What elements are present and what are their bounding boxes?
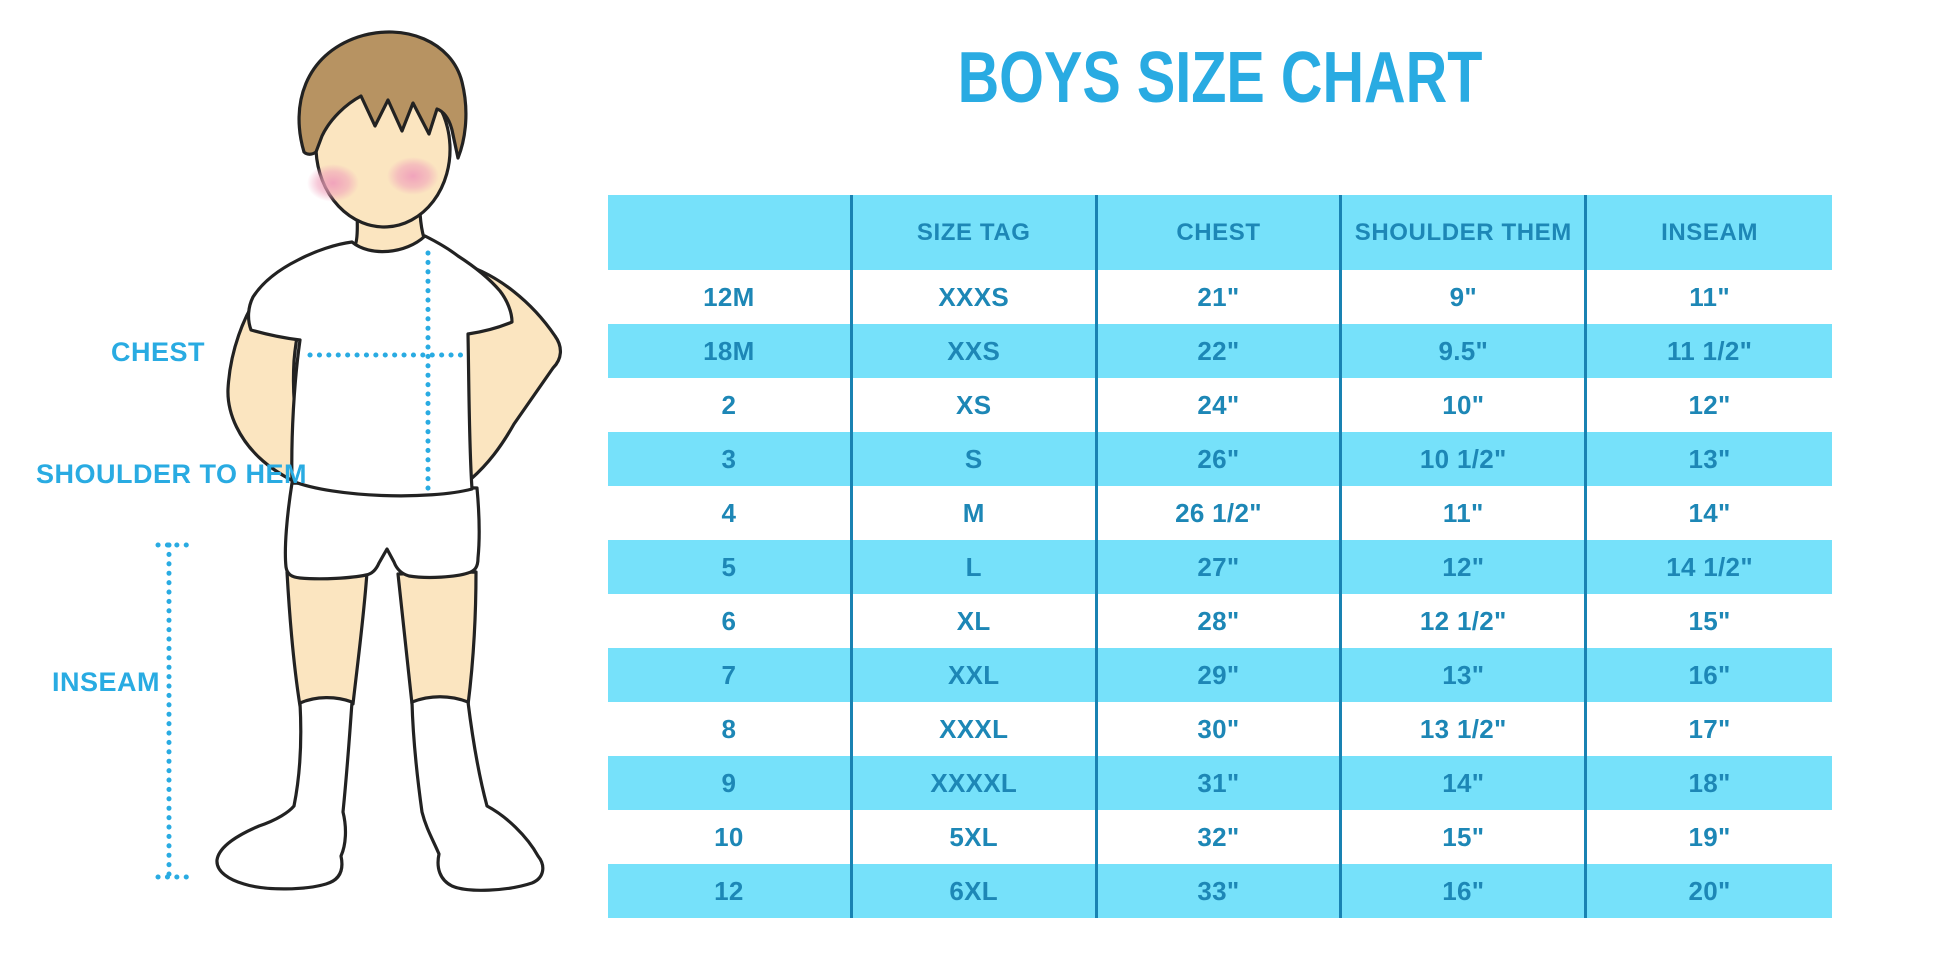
age-size-cell: 4	[608, 486, 853, 540]
measurement-cell: 20"	[1688, 875, 1731, 906]
measurement-cell: 13"	[1688, 443, 1731, 474]
measurement-cell: 26 1/2"	[1098, 486, 1343, 540]
measurement-cell: 14"	[1688, 497, 1731, 528]
measurement-cell: 15"	[1688, 605, 1731, 636]
table-body: 12M XXXS 21" 9" 11" 18M XXS 22" 9.5" 11 1/2" 2 XS 24…	[608, 270, 1832, 918]
measurement-cell: 18"	[1688, 767, 1731, 798]
table-row: 9 XXXXL 31" 14" 18"	[608, 756, 1832, 810]
header-cell-chest: CHEST	[1098, 195, 1343, 270]
measurement-cell: 27"	[1098, 540, 1343, 594]
measurement-cell: 19"	[1688, 821, 1731, 852]
header-cell-inseam: INSEAM	[1661, 218, 1759, 246]
page-title: BOYS SIZE CHART	[957, 38, 1483, 118]
chest-label: CHEST	[110, 337, 205, 367]
measurement-cell: XL	[853, 594, 1098, 648]
measurement-cell: 28"	[1098, 594, 1343, 648]
measurement-cell: XXXXL	[853, 756, 1098, 810]
table-row: 12 6XL 33" 16" 20"	[608, 864, 1832, 918]
boy-left-sock	[215, 696, 354, 891]
table-row: 10 5XL 32" 15" 19"	[608, 810, 1832, 864]
header-cell-shoulder-them: SHOULDER THEM	[1342, 195, 1588, 270]
measurement-cell: 17"	[1688, 713, 1731, 744]
measurement-cell: M	[853, 486, 1098, 540]
table-header-row: SIZE TAG CHEST SHOULDER THEM INSEAM	[608, 195, 1832, 270]
boy-right-cheek-blush	[387, 157, 439, 195]
age-size-cell: 10	[608, 810, 853, 864]
measurement-cell: 29"	[1098, 648, 1343, 702]
measurement-cell: XS	[853, 378, 1098, 432]
age-size-cell: 8	[608, 702, 853, 756]
measurement-cell: 12"	[1688, 389, 1731, 420]
age-size-cell: 18M	[608, 324, 853, 378]
boy-shorts	[283, 481, 481, 581]
measurement-cell: 11"	[1342, 486, 1588, 540]
measurement-cell: 31"	[1098, 756, 1343, 810]
measurement-cell: 15"	[1342, 810, 1588, 864]
measurement-cell: 11 1/2"	[1666, 335, 1753, 366]
header-cell-size-tag: SIZE TAG	[853, 195, 1098, 270]
measurement-cell: XXL	[853, 648, 1098, 702]
age-size-cell: 7	[608, 648, 853, 702]
measurement-cell: 16"	[1342, 864, 1588, 918]
measurement-cell: 30"	[1098, 702, 1343, 756]
measurement-cell: 14 1/2"	[1666, 551, 1753, 582]
measurement-cell: 33"	[1098, 864, 1343, 918]
age-size-cell: 2	[608, 378, 853, 432]
measurement-cell: XXS	[853, 324, 1098, 378]
measurement-cell: 16"	[1688, 659, 1731, 690]
header-cell-age	[608, 195, 853, 270]
boy-right-leg	[396, 570, 478, 707]
measurement-cell: XXXL	[853, 702, 1098, 756]
table-row: 7 XXL 29" 13" 16"	[608, 648, 1832, 702]
measurement-cell: 32"	[1098, 810, 1343, 864]
boy-left-leg	[285, 570, 369, 708]
measurement-cell: 13 1/2"	[1342, 702, 1588, 756]
measurement-cell: 5XL	[853, 810, 1098, 864]
measurement-cell: 13"	[1342, 648, 1588, 702]
measurement-cell: 10 1/2"	[1342, 432, 1588, 486]
measurement-cell: 9.5"	[1342, 324, 1588, 378]
table-row: 2 XS 24" 10" 12"	[608, 378, 1832, 432]
table-row: 8 XXXL 30" 13 1/2" 17"	[608, 702, 1832, 756]
table-row: 12M XXXS 21" 9" 11"	[608, 270, 1832, 324]
measurement-cell: 22"	[1098, 324, 1343, 378]
measurement-cell: 9"	[1342, 270, 1588, 324]
age-size-cell: 5	[608, 540, 853, 594]
table-row: 5 L 27" 12" 14 1/2"	[608, 540, 1832, 594]
shoulder-to-hem-label: SHOULDER TO HEM	[36, 459, 308, 489]
table-row: 18M XXS 22" 9.5" 11 1/2"	[608, 324, 1832, 378]
age-size-cell: 3	[608, 432, 853, 486]
measurement-cell: XXXS	[853, 270, 1098, 324]
age-size-cell: 9	[608, 756, 853, 810]
measurement-cell: S	[853, 432, 1098, 486]
measurement-cell: 10"	[1342, 378, 1588, 432]
boy-shirt	[246, 234, 514, 498]
table-row: 3 S 26" 10 1/2" 13"	[608, 432, 1832, 486]
measurement-cell: 21"	[1098, 270, 1343, 324]
table-row: 6 XL 28" 12 1/2" 15"	[608, 594, 1832, 648]
inseam-label: INSEAM	[52, 667, 161, 697]
measurement-cell: 11"	[1689, 281, 1730, 312]
measurement-cell: 12 1/2"	[1342, 594, 1588, 648]
measurement-cell: 12"	[1342, 540, 1588, 594]
age-size-cell: 6	[608, 594, 853, 648]
table-row: 4 M 26 1/2" 11" 14"	[608, 486, 1832, 540]
age-size-cell: 12	[608, 864, 853, 918]
boy-right-sock	[410, 695, 545, 892]
boy-hair	[297, 30, 468, 160]
boy-left-cheek-blush	[307, 164, 359, 202]
measurement-cell: 6XL	[853, 864, 1098, 918]
measurement-cell: L	[853, 540, 1098, 594]
size-table: SIZE TAG CHEST SHOULDER THEM INSEAM 12M X…	[608, 195, 1832, 918]
measurement-cell: 26"	[1098, 432, 1343, 486]
boy-illustration	[155, 30, 562, 892]
age-size-cell: 12M	[608, 270, 853, 324]
measurement-cell: 24"	[1098, 378, 1343, 432]
measurement-cell: 14"	[1342, 756, 1588, 810]
